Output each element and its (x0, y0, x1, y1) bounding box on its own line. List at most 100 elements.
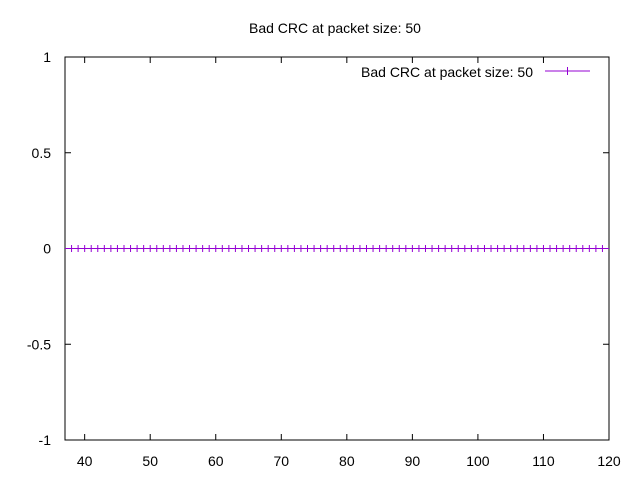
data-point (212, 245, 220, 252)
x-tick-label: 110 (532, 453, 555, 469)
data-point (225, 245, 233, 252)
axis-layer: 40 50 60 70 80 90 100 110 120 1 0.5 0 -0.5 -1 (27, 49, 621, 469)
data-point (205, 245, 213, 252)
data-point (336, 245, 344, 252)
data-point (199, 245, 207, 252)
data-point (507, 245, 515, 252)
data-point (100, 245, 108, 252)
data-point (494, 245, 502, 252)
x-tick-label: 70 (274, 453, 290, 469)
data-point (441, 245, 449, 252)
data-point (513, 245, 521, 252)
data-point (520, 245, 528, 252)
data-point (330, 245, 338, 252)
data-point (245, 245, 253, 252)
data-point (251, 245, 259, 252)
data-point (415, 245, 423, 252)
data-point (133, 245, 141, 252)
data-point (277, 245, 285, 252)
data-point (421, 245, 429, 252)
data-point (159, 245, 167, 252)
data-point (81, 245, 89, 252)
x-tick-label: 80 (339, 453, 355, 469)
data-point (258, 245, 266, 252)
legend-label: Bad CRC at packet size: 50 (361, 64, 533, 80)
chart-title: Bad CRC at packet size: 50 (249, 20, 421, 36)
data-point (500, 245, 508, 252)
y-tick-label: 0.5 (32, 145, 52, 161)
data-point (310, 245, 318, 252)
data-point (389, 245, 397, 252)
y-tick-label: 0 (43, 241, 51, 257)
data-point (127, 245, 135, 252)
data-point (592, 245, 600, 252)
y-tick-label: 1 (43, 49, 51, 65)
data-point (435, 245, 443, 252)
legend: Bad CRC at packet size: 50 (361, 64, 590, 80)
data-point (166, 245, 174, 252)
data-point (408, 245, 416, 252)
data-point (140, 245, 148, 252)
data-point (284, 245, 292, 252)
data-point (68, 245, 76, 252)
data-point (402, 245, 410, 252)
data-point (448, 245, 456, 252)
data-point (74, 245, 82, 252)
data-point (553, 245, 561, 252)
data-point (362, 245, 370, 252)
data-point (146, 245, 154, 252)
data-point (317, 245, 325, 252)
data-point (572, 245, 580, 252)
x-tick-label: 100 (466, 453, 490, 469)
data-point (238, 245, 246, 252)
data-point (186, 245, 194, 252)
series-layer (65, 245, 609, 252)
data-point (192, 245, 200, 252)
data-point (546, 245, 554, 252)
y-tick-label: -0.5 (27, 336, 51, 352)
data-point (113, 245, 121, 252)
data-point (585, 245, 593, 252)
data-point (539, 245, 547, 252)
data-point (395, 245, 403, 252)
y-tick-label: -1 (39, 432, 52, 448)
data-point (598, 245, 606, 252)
data-point (87, 245, 95, 252)
data-point (120, 245, 128, 252)
data-point (428, 245, 436, 252)
data-point (304, 245, 312, 252)
data-point (218, 245, 226, 252)
x-tick-label: 60 (208, 453, 224, 469)
data-point (559, 245, 567, 252)
data-point (290, 245, 298, 252)
data-point (376, 245, 384, 252)
data-point (179, 245, 187, 252)
data-point (467, 245, 475, 252)
x-tick-label: 40 (77, 453, 93, 469)
data-point (172, 245, 180, 252)
data-point (487, 245, 495, 252)
data-point (480, 245, 488, 252)
data-point (369, 245, 377, 252)
data-point (264, 245, 272, 252)
data-point (271, 245, 279, 252)
data-point (533, 245, 541, 252)
data-point (94, 245, 102, 252)
data-point (297, 245, 305, 252)
data-point (461, 245, 469, 252)
data-point (356, 245, 364, 252)
data-point (382, 245, 390, 252)
data-point (454, 245, 462, 252)
data-point (526, 245, 534, 252)
data-point (349, 245, 357, 252)
data-point (107, 245, 115, 252)
data-point (474, 245, 482, 252)
x-tick-label: 90 (405, 453, 421, 469)
data-point (323, 245, 331, 252)
data-point (231, 245, 239, 252)
x-tick-label: 50 (142, 453, 158, 469)
x-tick-label: 120 (597, 453, 621, 469)
data-point (343, 245, 351, 252)
